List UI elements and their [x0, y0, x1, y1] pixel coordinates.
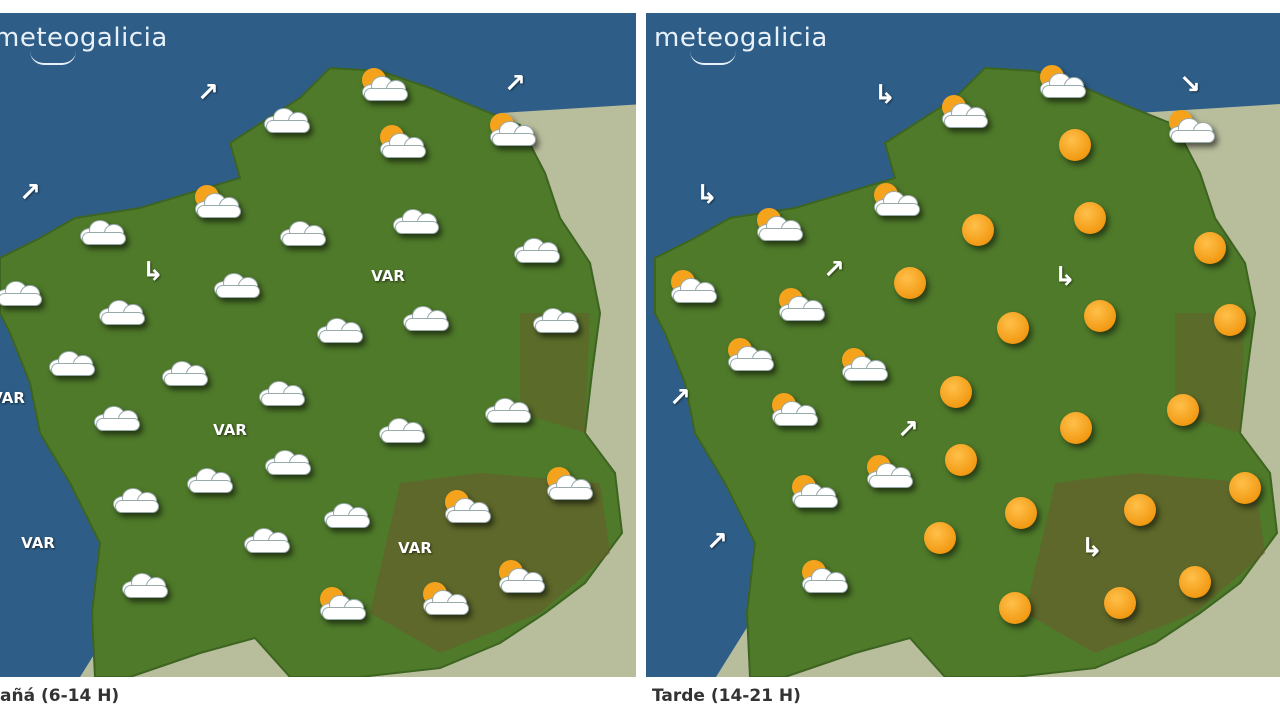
caption-afternoon: Tarde (14-21 H)	[652, 686, 801, 706]
cloud-icon	[0, 279, 46, 307]
variable-wind-label: VAR	[398, 539, 432, 557]
wind-arrow-northeast-icon: ↗	[669, 383, 691, 413]
sun-cloud-icon	[441, 490, 495, 524]
sun-cloud-icon	[419, 582, 473, 616]
wind-arrow-northeast-icon: ↗	[897, 415, 919, 445]
variable-wind-label: VAR	[213, 421, 247, 439]
mountain-region	[1025, 473, 1265, 653]
cloud-icon	[109, 486, 163, 514]
sun-cloud-icon	[543, 467, 597, 501]
sun-icon	[1214, 304, 1246, 336]
meteogalicia-logo: meteogalicia	[0, 23, 168, 65]
cloud-icon	[183, 466, 237, 494]
cloud-icon	[76, 218, 130, 246]
sun-icon	[924, 522, 956, 554]
sun-icon	[894, 267, 926, 299]
sun-icon	[1167, 394, 1199, 426]
wind-arrow-northeast-icon: ↗	[706, 527, 728, 557]
cloud-icon	[240, 526, 294, 554]
cloud-icon	[255, 379, 309, 407]
sun-cloud-icon	[376, 125, 430, 159]
sun-icon	[997, 312, 1029, 344]
sun-cloud-icon	[788, 475, 842, 509]
wind-arrow-east-icon: ↳	[1081, 533, 1103, 563]
sun-icon	[1060, 412, 1092, 444]
sun-cloud-icon	[798, 560, 852, 594]
sun-cloud-icon	[667, 270, 721, 304]
sun-cloud-icon	[870, 183, 924, 217]
sun-icon	[1194, 232, 1226, 264]
sun-cloud-icon	[838, 348, 892, 382]
sun-cloud-icon	[495, 560, 549, 594]
wind-arrow-east-icon: ↳	[874, 80, 896, 110]
terrain	[0, 66, 636, 677]
wind-arrow-east-icon: ↳	[142, 257, 164, 287]
sun-icon	[962, 214, 994, 246]
cloud-icon	[118, 571, 172, 599]
cloud-icon	[90, 404, 144, 432]
cloud-icon	[260, 106, 314, 134]
cloud-icon	[399, 304, 453, 332]
sun-cloud-icon	[191, 185, 245, 219]
variable-wind-label: VAR	[21, 534, 55, 552]
sun-icon	[1229, 472, 1261, 504]
sun-icon	[1059, 129, 1091, 161]
wind-arrow-east-icon: ↳	[696, 180, 718, 210]
sun-cloud-icon	[938, 95, 992, 129]
cloud-icon	[313, 316, 367, 344]
sun-icon	[945, 444, 977, 476]
sun-cloud-icon	[863, 455, 917, 489]
sun-cloud-icon	[753, 208, 807, 242]
map-afternoon: meteogalicia ↳ ↘ ↳ ↗ ↳ ↗ ↗ ↗ ↳	[646, 13, 1280, 677]
cloud-icon	[210, 271, 264, 299]
sun-icon	[1084, 300, 1116, 332]
sun-icon	[1179, 566, 1211, 598]
cloud-icon	[261, 448, 315, 476]
cloud-icon	[158, 359, 212, 387]
variable-wind-label: VAR	[371, 267, 405, 285]
cloud-icon	[45, 349, 99, 377]
cloud-icon	[510, 236, 564, 264]
sun-cloud-icon	[1165, 110, 1219, 144]
cloud-icon	[529, 306, 583, 334]
wind-arrow-northeast-icon: ↗	[823, 255, 845, 285]
wind-arrow-northeast-icon: ↗	[197, 78, 219, 108]
sun-icon	[1005, 497, 1037, 529]
sun-icon	[1074, 202, 1106, 234]
sun-icon	[940, 376, 972, 408]
variable-wind-label: VAR	[0, 389, 25, 407]
sun-icon	[999, 592, 1031, 624]
wind-arrow-northeast-icon: ↗	[504, 69, 526, 99]
wind-arrow-northeast-icon: ↗	[19, 178, 41, 208]
cloud-icon	[320, 501, 374, 529]
meteogalicia-logo: meteogalicia	[654, 23, 828, 65]
cloud-icon	[276, 219, 330, 247]
sun-cloud-icon	[1036, 65, 1090, 99]
wind-arrow-southeast-icon: ↘	[1179, 70, 1201, 100]
caption-morning: añá (6-14 H)	[0, 686, 120, 706]
sun-cloud-icon	[486, 113, 540, 147]
sun-cloud-icon	[768, 393, 822, 427]
sun-icon	[1104, 587, 1136, 619]
sun-icon	[1124, 494, 1156, 526]
sun-cloud-icon	[775, 288, 829, 322]
cloud-icon	[95, 298, 149, 326]
wind-arrow-east-icon: ↳	[1054, 262, 1076, 292]
cloud-icon	[481, 396, 535, 424]
map-morning: meteogalicia ↗ ↗ ↗ ↳ VAR VAR VAR VAR VAR	[0, 13, 636, 677]
sun-cloud-icon	[358, 68, 412, 102]
cloud-icon	[375, 416, 429, 444]
sun-cloud-icon	[724, 338, 778, 372]
cloud-icon	[389, 207, 443, 235]
sun-cloud-icon	[316, 587, 370, 621]
